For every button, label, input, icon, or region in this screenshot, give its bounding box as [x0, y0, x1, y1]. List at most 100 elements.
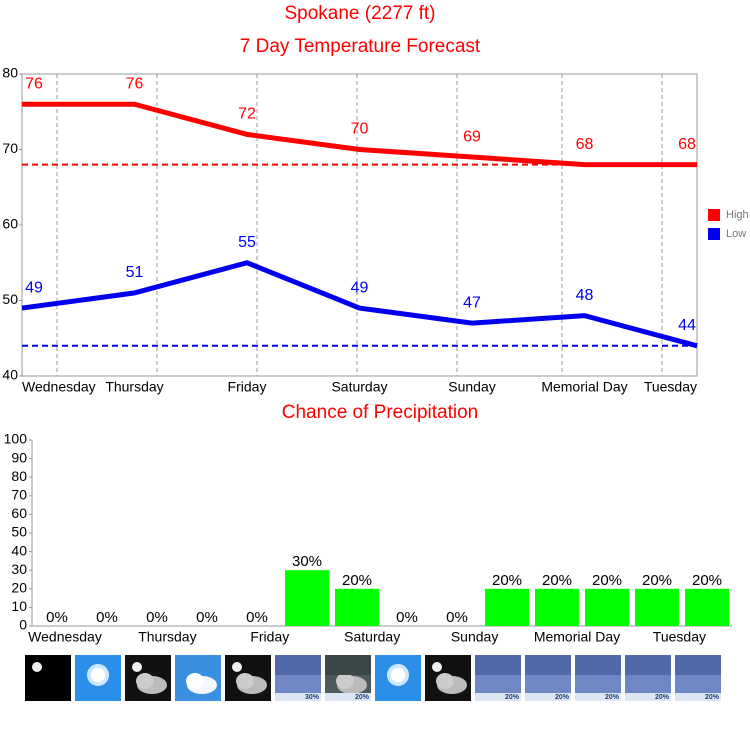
y-tick-label: 60 — [11, 505, 27, 521]
x-tick-label: Friday — [228, 379, 267, 395]
weather-icon — [225, 655, 271, 701]
weather-icon: 20% — [325, 655, 371, 701]
x-tick-label: Wednesday — [28, 629, 102, 645]
x-tick-label: Memorial Day — [541, 379, 627, 395]
data-label: 20% — [642, 572, 672, 589]
icon-cloud — [136, 673, 154, 689]
y-tick-label: 100 — [4, 431, 28, 447]
icon-moon — [32, 662, 42, 672]
y-tick-label: 10 — [11, 598, 27, 614]
data-label: 51 — [126, 264, 144, 281]
data-label: 49 — [351, 279, 369, 296]
icon-sky — [675, 655, 721, 675]
y-tick-label: 80 — [11, 468, 27, 484]
y-tick-label: 90 — [11, 449, 27, 465]
weather-icon — [375, 655, 421, 701]
icon-sky — [275, 655, 321, 675]
y-tick-label: 70 — [2, 140, 18, 156]
icon-label: 20% — [355, 694, 370, 701]
legend-swatch — [708, 228, 720, 240]
bar — [585, 588, 629, 626]
weather-icon — [25, 655, 71, 701]
plot-frame — [21, 73, 698, 377]
x-tick-label: Tuesday — [644, 379, 697, 395]
y-tick-label: 40 — [11, 542, 27, 558]
icon-cloud — [436, 673, 454, 689]
vertical-guides — [56, 74, 663, 376]
icon-moon — [132, 662, 142, 672]
legend-swatch — [708, 209, 720, 221]
icon-strip — [325, 693, 371, 701]
weather-icon: 20% — [675, 655, 721, 701]
icon-sky — [525, 655, 571, 675]
icon-strip — [675, 693, 721, 701]
data-label: 20% — [342, 572, 372, 589]
series-line — [21, 260, 698, 349]
icon-bg — [25, 655, 71, 701]
icon-strip — [575, 693, 621, 701]
data-label: 20% — [592, 572, 622, 589]
bar — [635, 588, 679, 626]
data-label: 0% — [246, 609, 268, 626]
bar — [335, 588, 379, 626]
data-label: 0% — [396, 609, 418, 626]
data-label: 0% — [196, 609, 218, 626]
data-label: 76 — [25, 75, 43, 92]
icon-label: 20% — [605, 694, 620, 701]
x-tick-label: Thursday — [105, 379, 163, 395]
icon-sky — [625, 655, 671, 675]
x-tick-label: Sunday — [448, 379, 495, 395]
y-tick-label: 40 — [2, 367, 18, 383]
icon-label: 20% — [705, 694, 720, 701]
weather-icon: 20% — [475, 655, 521, 701]
weather-icon: 20% — [575, 655, 621, 701]
x-tick-label: Tuesday — [653, 629, 706, 645]
data-label: 20% — [542, 572, 572, 589]
data-label: 69 — [463, 128, 481, 145]
icon-cloud — [336, 673, 354, 689]
chart-subtitle: 7 Day Temperature Forecast — [240, 36, 481, 57]
y-tick-label: 60 — [2, 216, 18, 232]
data-label: 49 — [25, 279, 43, 296]
data-label: 48 — [576, 287, 594, 304]
icon-moon — [232, 662, 242, 672]
x-tick-label: Saturday — [331, 379, 387, 395]
icon-sun — [87, 664, 109, 686]
x-tick-label: Memorial Day — [534, 629, 620, 645]
chart-title: Chance of Precipitation — [282, 402, 478, 423]
x-tick-label: Saturday — [344, 629, 400, 645]
y-tick-label: 70 — [11, 487, 27, 503]
icon-moon — [432, 662, 442, 672]
weather-icon: 20% — [525, 655, 571, 701]
data-label: 47 — [463, 294, 481, 311]
weather-icon — [75, 655, 121, 701]
y-tick-label: 30 — [11, 561, 27, 577]
icon-sun — [387, 664, 409, 686]
icon-label: 30% — [305, 694, 320, 701]
data-label: 30% — [292, 553, 322, 570]
chart-title: Spokane (2277 ft) — [284, 3, 435, 24]
icon-label: 20% — [555, 694, 570, 701]
data-label: 76 — [126, 75, 144, 92]
data-label: 68 — [678, 136, 696, 153]
icon-cloud — [186, 673, 204, 689]
data-label: 20% — [492, 572, 522, 589]
y-tick-label: 20 — [11, 580, 27, 596]
x-tick-label: Wednesday — [22, 379, 96, 395]
data-label: 20% — [692, 572, 722, 589]
data-label: 70 — [351, 121, 369, 138]
weather-icon — [175, 655, 221, 701]
x-tick-label: Friday — [250, 629, 289, 645]
data-label: 55 — [238, 234, 256, 251]
data-label: 0% — [46, 609, 68, 626]
legend-label: Low — [726, 228, 746, 240]
y-tick-label: 80 — [2, 65, 18, 81]
icon-sky — [575, 655, 621, 675]
bar — [485, 588, 529, 626]
weather-icon: 20% — [625, 655, 671, 701]
bar — [535, 588, 579, 626]
icon-strip — [275, 693, 321, 701]
data-label: 0% — [96, 609, 118, 626]
icon-cloud — [236, 673, 254, 689]
